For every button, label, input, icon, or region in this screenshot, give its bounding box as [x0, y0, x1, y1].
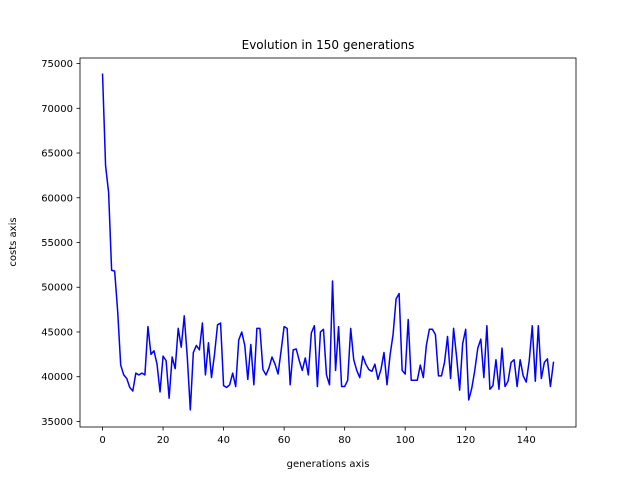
x-tick-label: 140 — [517, 435, 536, 446]
x-axis-label: generations axis — [287, 459, 370, 470]
y-tick-label: 60000 — [41, 193, 73, 204]
series-line-0 — [101, 73, 555, 411]
y-tick-label: 70000 — [41, 104, 73, 115]
y-tick-label: 50000 — [41, 283, 73, 294]
y-axis-label: costs axis — [8, 217, 19, 266]
x-tick-label: 20 — [157, 435, 170, 446]
y-tick-label: 55000 — [41, 238, 73, 249]
y-tick-label: 75000 — [41, 59, 73, 70]
x-tick-label: 120 — [456, 435, 475, 446]
x-tick-label: 80 — [338, 435, 351, 446]
x-tick-label: 100 — [396, 435, 415, 446]
y-tick-label: 40000 — [41, 372, 73, 383]
y-tick-label: 35000 — [41, 417, 73, 428]
axes: 0 20 40 60 80 100 120 140 35000 40000 45000 50000 55… — [41, 57, 577, 446]
x-tick-label: 60 — [278, 435, 291, 446]
x-tick-label: 0 — [99, 435, 105, 446]
y-tick-label: 45000 — [41, 327, 73, 338]
chart-title: Evolution in 150 generations — [242, 38, 415, 52]
x-tick-label: 40 — [217, 435, 230, 446]
axes-frame — [79, 57, 577, 428]
y-tick-label: 65000 — [41, 149, 73, 160]
plot-area — [101, 73, 555, 411]
